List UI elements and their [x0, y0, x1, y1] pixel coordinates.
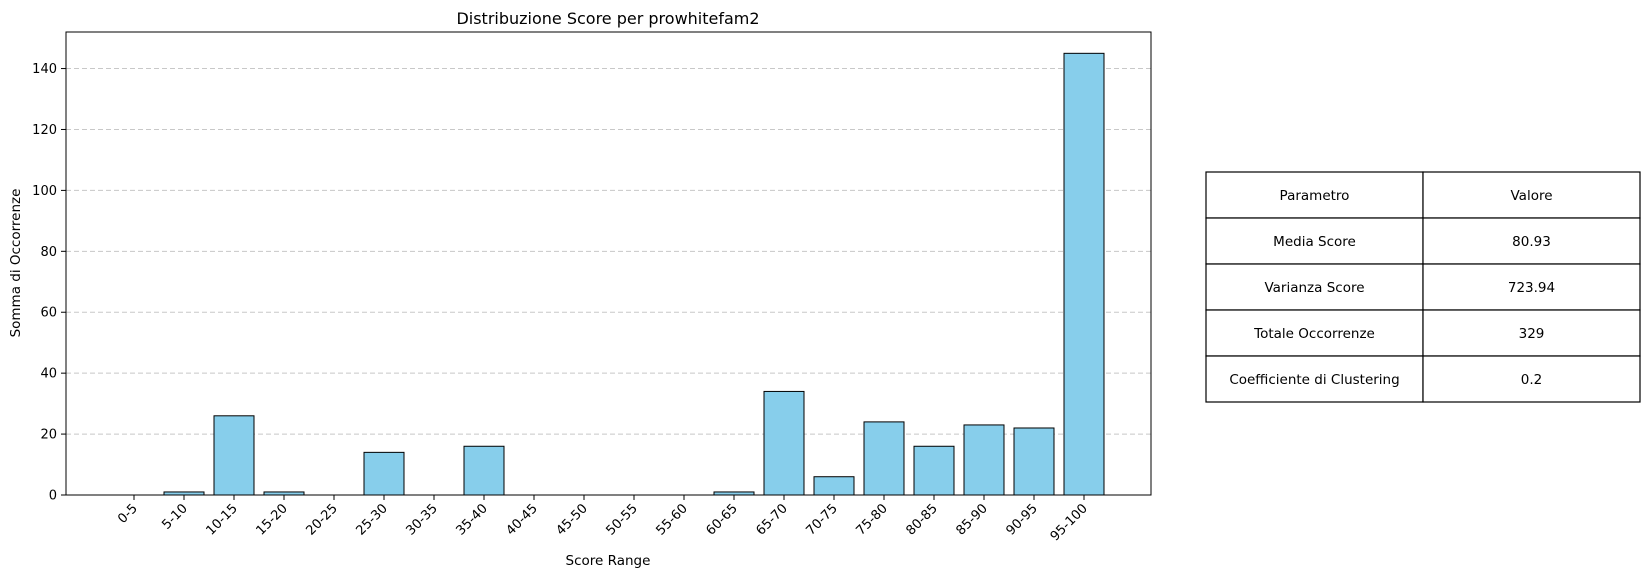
y-tick-label: 100 [32, 184, 57, 199]
bar [1013, 427, 1055, 496]
x-tick-label: 50-55 [604, 501, 641, 538]
x-tick-label: 55-60 [654, 501, 691, 538]
bar [913, 445, 955, 496]
table-cell [1422, 309, 1641, 357]
x-tick-label: 20-25 [304, 501, 341, 538]
plot-frame [65, 31, 1152, 496]
y-tick-label: 80 [40, 245, 57, 260]
bar [963, 424, 1005, 496]
table-header-cell [1205, 171, 1424, 219]
bar [813, 476, 855, 496]
x-tick-label: 65-70 [754, 501, 791, 538]
table-cell-text: 329 [1519, 326, 1545, 342]
bars [163, 52, 1105, 496]
table-cell-text: 80.93 [1512, 234, 1551, 250]
x-tick-label: 75-80 [854, 501, 891, 538]
y-tick-label: 0 [49, 489, 57, 504]
bar [763, 390, 805, 496]
x-tick-label: 40-45 [504, 501, 541, 538]
table-cell [1422, 355, 1641, 403]
x-tick-label: 35-40 [454, 501, 491, 538]
x-tick-label: 10-15 [204, 501, 241, 538]
chart-title: Distribuzione Score per prowhitefam2 [456, 9, 759, 28]
bar [863, 421, 905, 496]
bar [363, 451, 405, 496]
y-axis-label: Somma di Occorrenze [8, 189, 24, 338]
table-cell-text: 723.94 [1508, 280, 1555, 296]
x-tick-label: 15-20 [254, 501, 291, 538]
table-header-text: Parametro [1280, 188, 1350, 204]
x-tick-label: 90-95 [1004, 501, 1041, 538]
y-axis: 0 20 40 60 80 100 120 140 [32, 62, 66, 504]
table-cell-text: Totale Occorrenze [1253, 326, 1375, 342]
grid-lines [66, 68, 1151, 435]
x-tick-label: 80-85 [904, 501, 941, 538]
x-tick-label: 85-90 [954, 501, 991, 538]
x-tick-label: 45-50 [554, 501, 591, 538]
x-tick-label: 30-35 [404, 501, 441, 538]
y-tick-label: 60 [40, 306, 57, 321]
x-tick-label: 95-100 [1048, 501, 1091, 544]
x-axis-label: Score Range [566, 553, 651, 569]
table-cell [1205, 263, 1424, 311]
table-cell-text: Coefficiente di Clustering [1229, 372, 1399, 388]
x-tick-label: 60-65 [704, 501, 741, 538]
table-cell [1205, 217, 1424, 265]
x-axis: 0-5 5-10 10-15 15-20 20-25 25-30 30-35 35-40 40-… [115, 495, 1091, 544]
x-tick-label: 5-10 [159, 501, 190, 532]
bar [1063, 52, 1105, 496]
bar [213, 415, 255, 496]
x-tick-label: 0-5 [115, 501, 141, 527]
table-header-text: Valore [1510, 188, 1552, 204]
x-tick-label: 25-30 [354, 501, 391, 538]
bar [463, 445, 505, 496]
table-cell [1205, 309, 1424, 357]
table-cell-text: 0.2 [1521, 372, 1542, 388]
y-tick-label: 120 [32, 123, 57, 138]
table-cell [1205, 355, 1424, 403]
x-tick-label: 70-75 [804, 501, 841, 538]
y-tick-label: 140 [32, 62, 57, 77]
y-tick-label: 20 [40, 428, 57, 443]
table-header-cell [1422, 171, 1641, 219]
stats-table: Parametro Valore Media Score 80.93 Varianza … [1205, 171, 1641, 403]
y-tick-label: 40 [40, 367, 57, 382]
table-cell-text: Media Score [1273, 234, 1356, 250]
table-cell-text: Varianza Score [1264, 280, 1364, 296]
